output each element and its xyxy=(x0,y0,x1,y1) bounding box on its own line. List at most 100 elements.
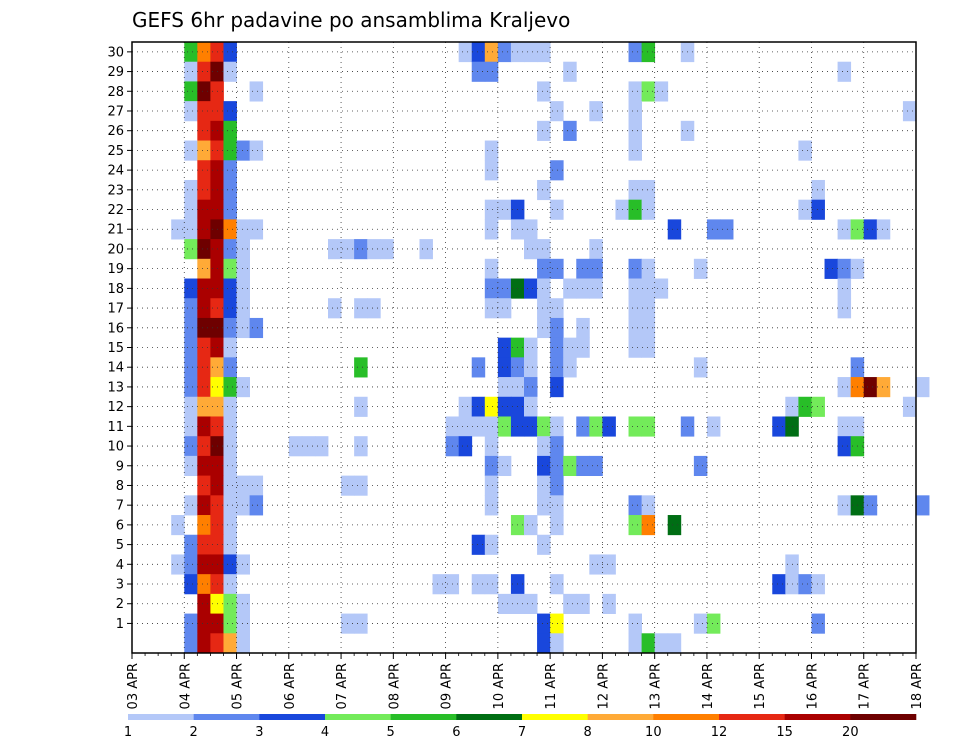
x-tick-label: 13 APR xyxy=(649,663,664,709)
heatmap-cell xyxy=(184,396,198,417)
heatmap-cell xyxy=(471,396,486,417)
heatmap-cell xyxy=(197,593,211,614)
heatmap-cell xyxy=(484,61,499,82)
heatmap-cell xyxy=(197,475,211,496)
heatmap-cell xyxy=(641,416,656,437)
heatmap-cell xyxy=(537,436,551,457)
heatmap-cell xyxy=(184,199,198,220)
heatmap-cell xyxy=(589,554,603,575)
heatmap-cell xyxy=(223,357,237,378)
heatmap-cell xyxy=(837,61,852,82)
heatmap-cell xyxy=(484,219,499,240)
heatmap-cell xyxy=(197,337,211,358)
heatmap-cell xyxy=(524,337,538,358)
heatmap-cell xyxy=(236,633,250,654)
heatmap-cell xyxy=(197,515,211,536)
heatmap-cell xyxy=(197,613,211,634)
heatmap-cell xyxy=(432,574,446,595)
heatmap-cell xyxy=(484,416,499,437)
heatmap-cell xyxy=(484,140,499,161)
heatmap-cell xyxy=(497,298,512,319)
y-tick-label: 20 xyxy=(107,242,124,257)
heatmap-cell xyxy=(550,377,564,398)
heatmap-cell xyxy=(550,436,564,457)
heatmap-cell xyxy=(236,219,250,240)
heatmap-cell xyxy=(628,179,642,201)
heatmap-cell xyxy=(223,42,237,63)
heatmap-cell xyxy=(537,416,551,437)
heatmap-cell xyxy=(497,455,512,477)
heatmap-cell xyxy=(576,337,590,358)
heatmap-cell xyxy=(902,396,917,417)
heatmap-cell xyxy=(184,81,198,102)
heatmap-cell xyxy=(550,101,564,122)
heatmap-cell xyxy=(524,377,538,398)
heatmap-cell xyxy=(249,81,264,102)
heatmap-cell xyxy=(667,515,682,536)
heatmap-cell xyxy=(484,160,499,181)
colorbar-segment xyxy=(850,714,917,720)
heatmap-cell xyxy=(236,239,250,260)
heatmap-cell xyxy=(197,377,211,398)
heatmap-cell xyxy=(550,337,564,358)
heatmap-cell xyxy=(876,377,891,398)
heatmap-cell xyxy=(550,574,564,595)
heatmap-cell xyxy=(301,436,316,457)
heatmap-cell xyxy=(354,436,368,457)
heatmap-cell xyxy=(223,179,237,201)
heatmap-cell xyxy=(550,416,564,437)
heatmap-cell xyxy=(197,81,211,102)
heatmap-cell xyxy=(484,258,499,279)
heatmap-cell xyxy=(537,495,551,516)
heatmap-cell xyxy=(249,140,264,161)
colorbar-label: 8 xyxy=(584,725,592,740)
heatmap-cell xyxy=(197,396,211,417)
y-tick-label: 9 xyxy=(116,459,124,474)
heatmap-cell xyxy=(628,81,642,102)
x-tick-label: 05 APR xyxy=(231,663,246,709)
heatmap-cell xyxy=(223,554,237,575)
x-tick-label: 14 APR xyxy=(701,663,716,709)
heatmap-cell xyxy=(197,278,211,299)
heatmap-cell xyxy=(236,593,250,614)
y-tick-label: 25 xyxy=(107,144,124,159)
heatmap-cell xyxy=(354,475,368,496)
heatmap-cell xyxy=(641,179,656,201)
heatmap-cell xyxy=(184,613,198,634)
heatmap-cell xyxy=(197,633,211,654)
heatmap-cell xyxy=(824,258,838,279)
heatmap-cell xyxy=(184,377,198,398)
heatmap-cell xyxy=(537,475,551,496)
heatmap-cell xyxy=(537,317,551,339)
heatmap-cell xyxy=(497,396,512,417)
x-tick-label: 11 APR xyxy=(544,663,559,709)
heatmap-cell xyxy=(497,357,512,378)
heatmap-cell xyxy=(249,219,264,240)
heatmap-cell xyxy=(576,593,590,614)
y-tick-label: 17 xyxy=(107,302,124,317)
heatmap-cell xyxy=(184,239,198,260)
heatmap-cell xyxy=(249,317,264,339)
heatmap-cell xyxy=(197,554,211,575)
heatmap-cell xyxy=(537,455,551,477)
heatmap-cell xyxy=(458,42,473,63)
y-tick-label: 13 xyxy=(107,380,124,395)
colorbar-label: 2 xyxy=(190,725,198,740)
heatmap-cell xyxy=(288,436,303,457)
heatmap-cell xyxy=(354,357,368,378)
heatmap-cell xyxy=(497,337,512,358)
heatmap-cell xyxy=(641,42,656,63)
heatmap-cell xyxy=(641,317,656,339)
heatmap-cell xyxy=(184,140,198,161)
y-tick-label: 29 xyxy=(107,65,124,80)
heatmap-cell xyxy=(184,42,198,63)
colorbar-label: 6 xyxy=(452,725,460,740)
heatmap-cell xyxy=(223,219,237,240)
heatmap-cell xyxy=(354,396,368,417)
heatmap-cell xyxy=(197,534,211,555)
y-tick-label: 26 xyxy=(107,124,124,139)
heatmap-cell xyxy=(184,278,198,299)
heatmap-cell xyxy=(197,298,211,319)
heatmap-cell xyxy=(249,475,264,496)
